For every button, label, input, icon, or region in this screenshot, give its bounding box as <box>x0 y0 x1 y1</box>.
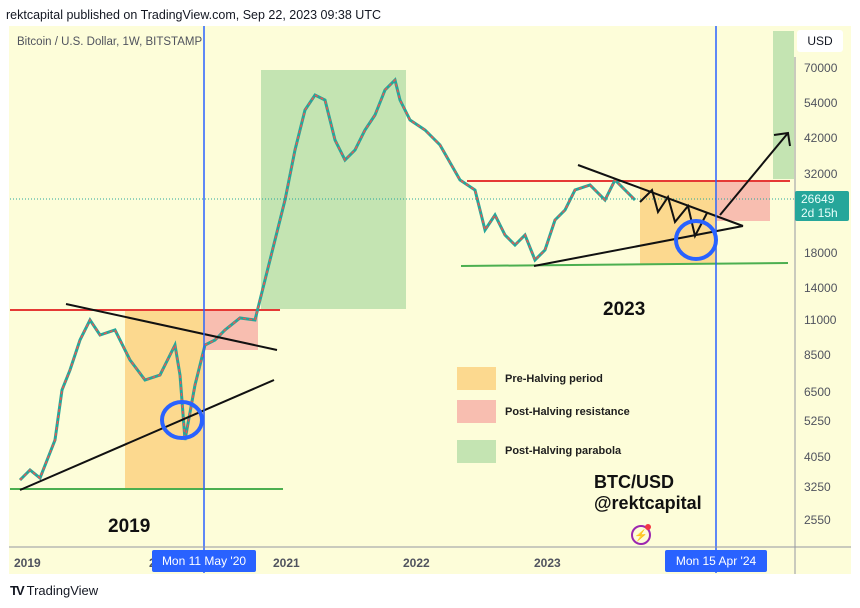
price-tick: 11000 <box>804 313 837 327</box>
arrow-head-icon <box>773 131 791 147</box>
legend-swatch-post-halving-resistance <box>457 400 496 423</box>
watermark-symbol: BTC/USD <box>594 472 674 492</box>
time-tick: 2022 <box>403 556 430 570</box>
notification-dot-icon <box>645 524 651 530</box>
price-tick: 32000 <box>804 167 838 181</box>
chart-title: Bitcoin / U.S. Dollar, 1W, BITSTAMP <box>17 36 203 48</box>
tradingview-mark-icon: TV <box>10 583 25 598</box>
price-tick: 14000 <box>804 281 838 295</box>
price-tick: 6500 <box>804 385 831 399</box>
author-watermark: BTC/USD @rektcapital <box>594 472 702 514</box>
legend-label-post-halving-parabola: Post-Halving parabola <box>505 445 622 457</box>
year-label-2023: 2023 <box>603 299 646 320</box>
price-tick: 4050 <box>804 450 831 464</box>
halving-date-badge-2020: Mon 11 May '20 <box>152 550 256 572</box>
price-path-down <box>19 78 636 481</box>
year-label-2019: 2019 <box>108 516 151 537</box>
price-tick: 70000 <box>804 61 838 75</box>
post-halving-parabola-zone-2025 <box>773 31 794 179</box>
time-tick: 2019 <box>14 556 41 570</box>
tradingview-logo[interactable]: TV TradingView <box>10 583 98 598</box>
ascending-trendline-2019[interactable] <box>19 379 275 491</box>
projected-breakout-arrow[interactable] <box>719 132 789 216</box>
highlight-circle-2020[interactable] <box>160 400 204 440</box>
price-tick: 2550 <box>804 513 831 527</box>
last-price-badge: 26649 2d 15h <box>795 191 849 221</box>
legend-label-post-halving-resistance: Post-Halving resistance <box>505 406 630 418</box>
legend-label-pre-halving: Pre-Halving period <box>505 373 603 385</box>
halving-date-badge-2024: Mon 15 Apr '24 <box>665 550 767 572</box>
bar-countdown: 2d 15h <box>801 206 838 220</box>
post-halving-parabola-zone-2021 <box>261 70 406 309</box>
ascending-trendline-2023[interactable] <box>533 225 744 267</box>
price-tick: 3250 <box>804 480 831 494</box>
last-price-value: 26649 <box>801 192 835 206</box>
watermark-author: @rektcapital <box>594 493 702 513</box>
legend-swatch-post-halving-parabola <box>457 440 496 463</box>
currency-button[interactable]: USD <box>797 30 843 52</box>
projected-zigzag-path[interactable] <box>639 188 708 239</box>
time-tick: 2023 <box>534 556 561 570</box>
price-tick: 54000 <box>804 96 838 110</box>
price-tick: 5250 <box>804 414 831 428</box>
lightning-icon[interactable]: ⚡ <box>631 525 651 545</box>
descending-trendline-2019[interactable] <box>65 303 278 351</box>
price-tick: 8500 <box>804 348 831 362</box>
tradingview-brand: TradingView <box>26 583 99 598</box>
price-tick: 18000 <box>804 246 838 260</box>
support-line-2023[interactable] <box>460 262 789 267</box>
publisher-line: rektcapital published on TradingView.com… <box>6 8 381 22</box>
price-tick: 42000 <box>804 131 838 145</box>
time-tick: 2021 <box>273 556 300 570</box>
legend-swatch-pre-halving <box>457 367 496 390</box>
